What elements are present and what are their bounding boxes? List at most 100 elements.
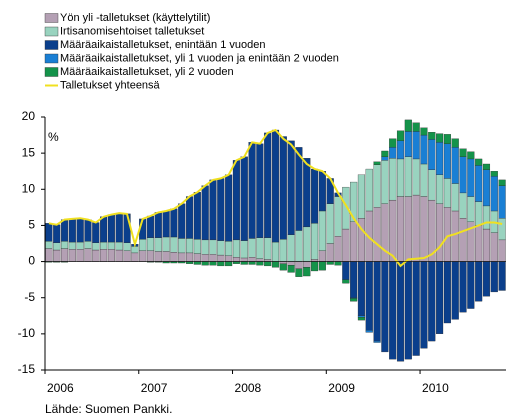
bar-segment xyxy=(295,261,303,269)
bar-segment xyxy=(420,163,428,197)
legend-swatch xyxy=(44,26,59,37)
bar-segment xyxy=(146,215,155,238)
bar-segment xyxy=(287,140,295,235)
bar-segment xyxy=(436,133,444,143)
bar-segment xyxy=(404,156,412,197)
y-tick-label: 5 xyxy=(28,218,35,232)
bar-segment xyxy=(498,218,506,241)
bar-segment xyxy=(303,261,311,268)
bar-segment xyxy=(404,131,412,157)
bar-segment xyxy=(475,165,483,202)
bar-segment xyxy=(498,179,506,186)
bar-segment xyxy=(146,250,155,262)
bar-segment xyxy=(271,241,280,262)
bar-segment xyxy=(107,214,115,243)
bar-segment xyxy=(264,132,272,238)
bar-segment xyxy=(443,143,451,179)
bar-segment xyxy=(350,221,358,262)
bar-segment xyxy=(490,261,498,293)
bar-segment xyxy=(162,210,170,238)
bar-segment xyxy=(92,249,100,262)
bar-segment xyxy=(185,196,194,239)
bar-segment xyxy=(350,261,358,298)
bar-segment xyxy=(295,268,303,277)
x-tick-label: 2006 xyxy=(47,381,74,395)
bar-segment xyxy=(271,261,280,268)
bar-segment xyxy=(318,261,326,271)
bar-segment xyxy=(482,169,491,207)
bar-segment xyxy=(498,185,506,219)
bar-segment xyxy=(318,171,326,212)
bar-segment xyxy=(248,261,256,265)
bar-segment xyxy=(459,148,467,157)
bar-segment xyxy=(436,203,444,262)
bar-segment xyxy=(146,237,155,251)
x-tick-label: 2010 xyxy=(422,381,449,395)
legend-label: Määräaikaistalletukset, enintään 1 vuode… xyxy=(60,39,265,51)
bar-segment xyxy=(318,210,326,251)
bar-segment xyxy=(350,181,358,222)
bar-segment xyxy=(396,261,405,362)
bar-segment xyxy=(131,252,139,262)
bar-segment xyxy=(107,241,115,250)
legend-swatch xyxy=(44,53,59,64)
bar-segment xyxy=(482,228,491,262)
bar-segment xyxy=(115,212,123,243)
bar-segment xyxy=(225,174,233,242)
bar-segment xyxy=(459,261,467,313)
bar-segment xyxy=(334,236,342,262)
bar-segment xyxy=(92,242,100,251)
bar-segment xyxy=(303,226,311,262)
bar-segment xyxy=(68,218,76,243)
bar-segment xyxy=(279,263,287,271)
bar-segment xyxy=(209,261,217,266)
bar-segment xyxy=(53,224,61,243)
bar-segment xyxy=(428,132,436,140)
bar-segment xyxy=(420,127,428,136)
bar-segment xyxy=(381,160,389,204)
bar-segment xyxy=(498,239,506,262)
total-line xyxy=(48,128,503,268)
bar-segment xyxy=(100,241,108,250)
bar-segment xyxy=(217,254,225,262)
y-tick-label: -5 xyxy=(24,290,35,304)
bar-segment xyxy=(225,241,233,256)
legend-swatch xyxy=(44,67,59,77)
bar-segment xyxy=(373,161,381,165)
legend-label: Irtisanomisehtoiset talletukset xyxy=(60,25,204,37)
bar-segment xyxy=(279,136,287,240)
bar-segment xyxy=(84,241,92,249)
bar-segment xyxy=(311,223,319,260)
bar-segment xyxy=(170,252,178,262)
bar-segment xyxy=(240,261,248,265)
bar-segment xyxy=(154,237,162,252)
bar-segment xyxy=(209,254,217,262)
bar-segment xyxy=(271,129,280,243)
bar-segment xyxy=(178,238,186,254)
bar-segment xyxy=(420,261,428,349)
bar-segment xyxy=(154,212,162,238)
legend-label: Määräaikaistalletukset, yli 2 vuoden xyxy=(60,66,234,78)
bar-segment xyxy=(412,122,420,132)
bar-segment xyxy=(389,199,397,262)
y-tick-label: 0 xyxy=(28,254,35,268)
bar-segment xyxy=(279,239,287,262)
bar-segment xyxy=(373,207,381,262)
bar-segment xyxy=(412,158,420,196)
bar-segment xyxy=(60,219,69,242)
bar-segment xyxy=(170,208,178,238)
y-axis-label: % xyxy=(48,130,59,144)
bar-segment xyxy=(162,236,170,252)
bar-segment xyxy=(326,261,334,265)
bar-segment xyxy=(217,240,225,256)
bar-segment xyxy=(303,267,311,277)
bar-segment xyxy=(467,196,475,222)
bar-segment xyxy=(178,252,186,262)
bar-segment xyxy=(334,196,342,237)
bar-segment xyxy=(100,216,108,243)
bar-segment xyxy=(45,223,53,242)
bar-segment xyxy=(185,261,194,264)
bar-segment xyxy=(201,261,209,266)
bar-segment xyxy=(482,163,491,170)
bar-segment xyxy=(201,254,209,262)
